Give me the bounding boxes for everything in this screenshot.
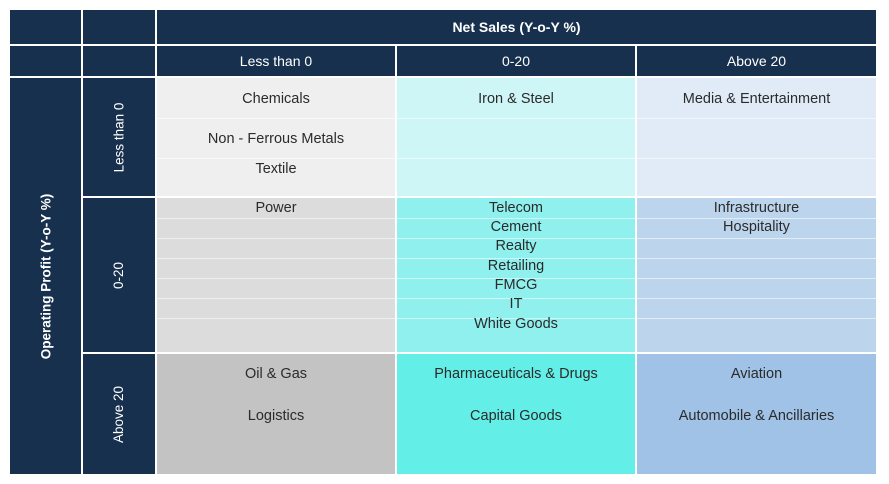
cell-op-0-20-sales-0-20: Telecom Cement Realty Retailing FMCG IT …	[397, 198, 635, 352]
corner-cell-top-left	[10, 10, 81, 44]
sector-label: Infrastructure	[713, 200, 800, 216]
row-divider	[397, 218, 635, 219]
row-divider	[157, 258, 395, 259]
corner-cell-top-mid	[83, 10, 155, 44]
sector-label: White Goods	[474, 316, 558, 332]
cell-op-above-20-sales-0-20: Pharmaceuticals & Drugs Capital Goods	[397, 354, 635, 474]
corner-cell-second-left	[10, 46, 81, 76]
sector-label: Non - Ferrous Metals	[207, 131, 345, 147]
sector-label: Aviation	[730, 366, 783, 382]
sector-label: Hospitality	[723, 219, 790, 235]
row-label-less-than-0: Less than 0	[111, 102, 127, 172]
column-header-less-than-0: Less than 0	[157, 46, 395, 76]
corner-cell-second-mid	[83, 46, 155, 76]
row-divider	[637, 278, 876, 279]
cell-op-above-20-sales-above-20: Aviation Automobile & Ancillaries	[637, 354, 876, 474]
sector-label: Telecom	[489, 200, 543, 216]
row-divider	[397, 298, 635, 299]
sector-label: Chemicals	[242, 91, 310, 107]
column-header-above-20: Above 20	[637, 46, 876, 76]
operating-profit-label: Operating Profit (Y-o-Y %)	[38, 193, 54, 359]
net-sales-header: Net Sales (Y-o-Y %)	[157, 10, 876, 44]
row-divider	[157, 278, 395, 279]
row-label-above-20: Above 20	[111, 385, 127, 443]
cell-op-less-than-0-sales-above-20: Media & Entertainment	[637, 78, 876, 196]
row-divider	[397, 258, 635, 259]
row-label-0-20: 0-20	[111, 261, 127, 289]
row-divider	[157, 238, 395, 239]
sector-label: Pharmaceuticals & Drugs	[434, 366, 598, 382]
row-divider	[637, 118, 876, 119]
row-divider	[637, 218, 876, 219]
row-header-above-20: Above 20	[83, 354, 155, 474]
row-divider	[397, 278, 635, 279]
row-divider	[397, 158, 635, 159]
cell-op-0-20-sales-above-20: Infrastructure Hospitality	[637, 198, 876, 352]
row-header-less-than-0: Less than 0	[83, 78, 155, 196]
sector-label: Textile	[255, 161, 297, 177]
row-divider	[157, 298, 395, 299]
row-divider	[157, 318, 395, 319]
sector-label: Realty	[495, 238, 537, 254]
cell-op-0-20-sales-less-than-0: Power	[157, 198, 395, 352]
sector-label: Logistics	[247, 408, 305, 424]
row-divider	[637, 158, 876, 159]
sector-label: Power	[255, 200, 297, 216]
row-divider	[637, 258, 876, 259]
row-divider	[157, 118, 395, 119]
sector-label: IT	[509, 296, 523, 312]
row-divider	[397, 118, 635, 119]
cell-op-above-20-sales-less-than-0: Oil & Gas Logistics	[157, 354, 395, 474]
column-header-0-20: 0-20	[397, 46, 635, 76]
sector-label: Oil & Gas	[244, 366, 308, 382]
row-divider	[637, 318, 876, 319]
sector-label: FMCG	[494, 277, 538, 293]
sector-label: Automobile & Ancillaries	[678, 408, 835, 424]
cell-op-less-than-0-sales-less-than-0: Chemicals Non - Ferrous Metals Textile	[157, 78, 395, 196]
sector-label: Cement	[490, 219, 542, 235]
sector-label: Capital Goods	[470, 408, 562, 424]
sector-label: Retailing	[487, 258, 545, 274]
sector-label: Iron & Steel	[478, 91, 554, 107]
row-header-0-20: 0-20	[83, 198, 155, 352]
row-divider	[637, 238, 876, 239]
row-divider	[397, 238, 635, 239]
row-divider	[157, 158, 395, 159]
operating-profit-header: Operating Profit (Y-o-Y %)	[10, 78, 81, 474]
cell-op-less-than-0-sales-0-20: Iron & Steel	[397, 78, 635, 196]
sector-label: Media & Entertainment	[682, 91, 831, 107]
row-divider	[397, 318, 635, 319]
row-divider	[637, 298, 876, 299]
row-divider	[157, 218, 395, 219]
